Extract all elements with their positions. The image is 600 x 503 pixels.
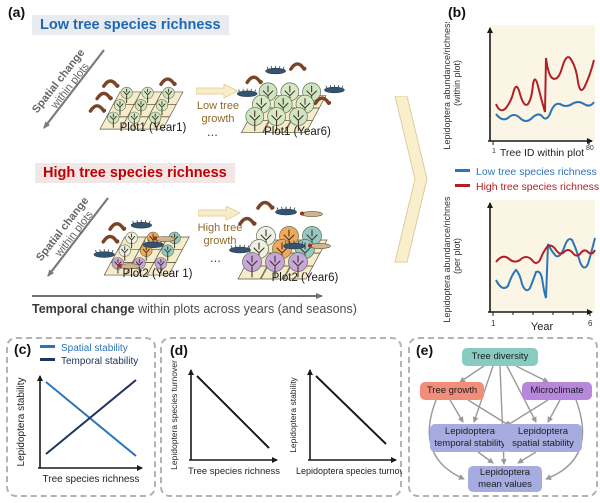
plot2-year6-label: Plot2 (Year6) (271, 272, 339, 284)
temporal-line-swatch-icon (40, 358, 55, 361)
node-lepidoptera-mean-values: Lepidoptera mean values (468, 466, 542, 492)
chart-b-top-ylabel: Lepidoptera abundance/richness (within p… (442, 22, 462, 150)
legend-low-richness: Low tree species richness (455, 165, 597, 180)
node-tree-growth: Tree growth (420, 382, 484, 400)
panel-link-chevron-icon (394, 96, 428, 263)
plot2-year1-label: Plot2 (Year 1) (122, 268, 193, 280)
temporal-stability-line (45, 379, 137, 455)
legend-spatial-stability: Spatial stability (40, 342, 128, 355)
high-growth-label: High tree growth (197, 222, 243, 247)
chart-d-right: Lepidoptera stability Lepidoptera specie… (288, 369, 402, 476)
legend-high-richness: High tree species richness (455, 180, 599, 195)
panel-a-tag: (a) (8, 4, 26, 20)
low-growth-label: Low tree growth (196, 100, 240, 125)
ellipsis-low: ... (207, 124, 218, 139)
plot1-year6-illustration (236, 62, 345, 133)
x-tick-last: 6 (588, 319, 593, 328)
turnover-line (196, 375, 270, 449)
temporal-change-arrow-icon (32, 293, 323, 299)
panel-e-box (408, 337, 598, 497)
chart-plot-area (490, 25, 595, 141)
low-richness-line (495, 101, 595, 122)
low-growth-arrow-icon (196, 84, 240, 99)
chart-c: Lepidoptera stability Tree species richn… (16, 375, 143, 485)
panel-c-tag: (c) (14, 341, 32, 357)
spatial-change-arrow-high: Spatial change within plots (34, 195, 109, 277)
chart-b-bottom-ylabel: Lepidoptera abundance/richness (per plot… (442, 196, 462, 323)
chart-b-bottom: Lepidoptera abundance/richness (per plot… (442, 196, 596, 333)
high-line-swatch-icon (455, 184, 470, 187)
high-richness-line (495, 56, 595, 113)
diagonal-arrow-icon (43, 49, 105, 129)
plot2-year6-illustration (229, 200, 331, 280)
spatial-stability-line (45, 381, 137, 457)
x-tick-last: 80 (586, 145, 594, 152)
chart-d-right-ylabel: Lepidoptera stability (288, 376, 298, 452)
spatial-line-swatch-icon (40, 345, 55, 348)
panel-b-tag: (b) (448, 4, 466, 20)
high-growth-arrow-icon (198, 206, 242, 221)
panel-d-tag: (d) (170, 342, 188, 358)
high-richness-heading: High tree species richness (35, 163, 235, 183)
stability-line (315, 375, 387, 445)
node-microclimate: Microclimate (522, 382, 592, 400)
chart-c-xlabel: Tree species richness (43, 474, 140, 485)
chart-d-left-xlabel: Tree species richness (188, 466, 280, 477)
panel-e-tag: (e) (416, 342, 434, 358)
x-tick-first: 1 (492, 148, 496, 155)
node-lepidoptera-temporal-stability: Lepidoptera temporal stability (430, 424, 510, 452)
chart-d-left: Lepidoptera species turnover Tree specie… (169, 360, 280, 477)
chart-b-bottom-xlabel: Year (531, 321, 554, 333)
plot1-year6-label: Plot1 (Year6) (264, 126, 331, 138)
temporal-change-caption: Temporal change within plots across year… (32, 302, 357, 316)
chart-d-left-ylabel: Lepidoptera species turnover (169, 360, 179, 470)
panel-c-box (6, 337, 156, 497)
chart-c-ylabel: Lepidoptera stability (16, 378, 27, 467)
chart-b-top: Lepidoptera abundance/richness (within p… (442, 22, 595, 159)
x-tick-first: 1 (491, 319, 496, 328)
legend-temporal-stability: Temporal stability (40, 355, 138, 368)
low-richness-line (495, 237, 596, 299)
low-line-swatch-icon (455, 169, 470, 172)
node-tree-diversity: Tree diversity (462, 348, 538, 366)
spatial-change-arrow-low: Spatial change within plots (30, 47, 105, 129)
high-richness-line (495, 244, 596, 264)
chart-d-right-xlabel: Lepidoptera species turnover (296, 466, 402, 476)
x-ticks (492, 312, 591, 316)
plot1-year1-label: Plot1 (Year1) (119, 122, 187, 134)
node-lepidoptera-spatial-stability: Lepidoptera spatial stability (504, 424, 582, 452)
panel-d-box (160, 337, 402, 497)
diagonal-arrow-icon (47, 197, 109, 277)
ellipsis-high: ... (210, 250, 221, 265)
low-richness-heading: Low tree species richness (32, 15, 229, 35)
chart-b-top-xlabel: Tree ID within plot (500, 147, 584, 159)
